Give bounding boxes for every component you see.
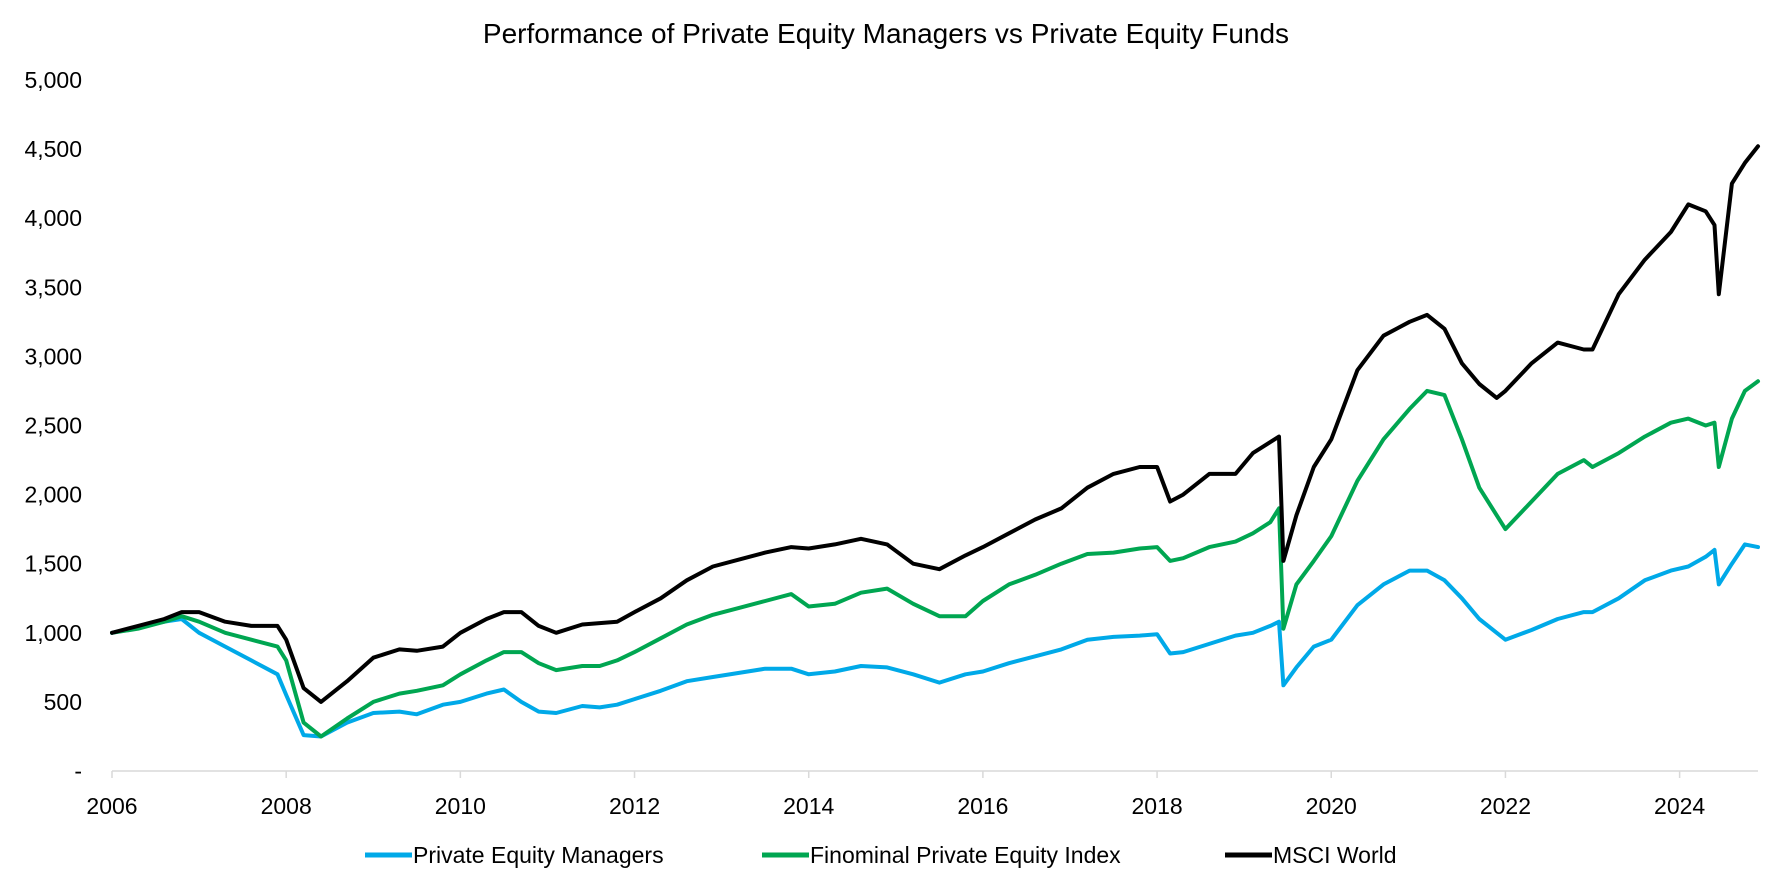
- y-tick-label: 1,500: [24, 551, 82, 577]
- chart-title: Performance of Private Equity Managers v…: [483, 18, 1289, 49]
- x-axis: 2006 2008 2010 2012 2014 2016 2018 2020 2022 2024: [86, 770, 1758, 819]
- legend-label: Finominal Private Equity Index: [810, 842, 1121, 868]
- legend-label: Private Equity Managers: [413, 842, 664, 868]
- legend: Private Equity Managers Finominal Private…: [365, 842, 1397, 868]
- x-tick-label: 2022: [1480, 793, 1531, 819]
- x-tick-label: 2024: [1654, 793, 1705, 819]
- x-tick-label: 2018: [1131, 793, 1182, 819]
- y-tick-label: -: [74, 758, 82, 784]
- y-tick-label: 1,000: [24, 620, 82, 646]
- series-line-private-equity-managers: [110, 542, 1760, 739]
- series-line-finominal-private-equity-index: [110, 379, 1760, 739]
- x-tick-label: 2020: [1306, 793, 1357, 819]
- series-line-msci-world: [110, 144, 1760, 704]
- x-tick-label: 2016: [957, 793, 1008, 819]
- x-tick-label: 2008: [261, 793, 312, 819]
- y-axis: - 500 1,000 1,500 2,000 2,500 3,000 3,500 4,000 4…: [24, 67, 82, 784]
- y-tick-label: 4,500: [24, 136, 82, 162]
- y-tick-label: 4,000: [24, 205, 82, 231]
- y-tick-label: 500: [44, 689, 82, 715]
- y-tick-label: 3,500: [24, 274, 82, 300]
- y-tick-label: 2,000: [24, 482, 82, 508]
- x-tick-label: 2012: [609, 793, 660, 819]
- y-tick-label: 5,000: [24, 67, 82, 93]
- plot-area: [110, 144, 1760, 739]
- y-tick-label: 3,000: [24, 343, 82, 369]
- legend-label: MSCI World: [1273, 842, 1397, 868]
- x-tick-label: 2010: [435, 793, 486, 819]
- y-tick-label: 2,500: [24, 413, 82, 439]
- x-tick-label: 2014: [783, 793, 834, 819]
- x-tick-label: 2006: [86, 793, 137, 819]
